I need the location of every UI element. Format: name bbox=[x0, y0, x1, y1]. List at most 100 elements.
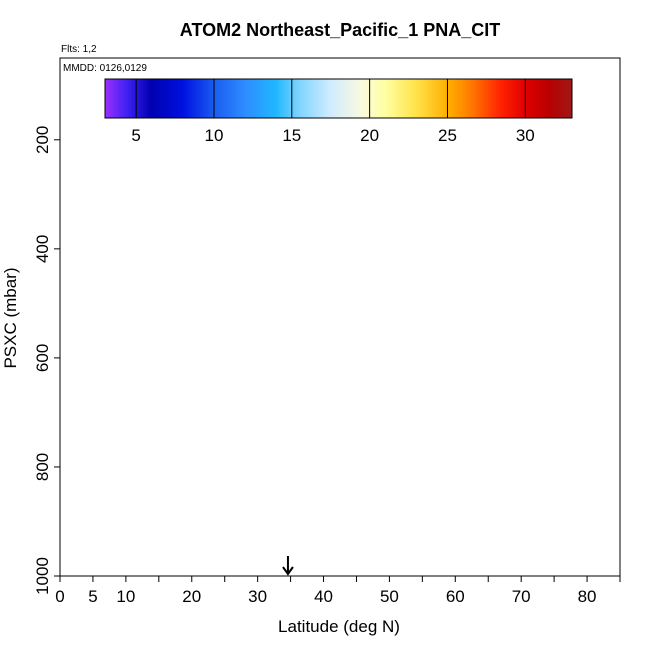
colorbar-cell bbox=[330, 79, 334, 118]
colorbar-cell bbox=[453, 79, 456, 118]
plot-frame bbox=[59, 57, 621, 577]
colorbar-cell bbox=[250, 79, 254, 118]
colorbar-cell bbox=[400, 79, 404, 118]
colorbar-cell bbox=[402, 79, 406, 118]
colorbar-cell bbox=[536, 79, 540, 118]
colorbar-cell bbox=[134, 79, 137, 118]
colorbar-cell bbox=[270, 79, 273, 118]
colorbar-cell bbox=[348, 79, 351, 118]
colorbar-cell bbox=[114, 79, 118, 118]
colorbar-cell bbox=[443, 79, 446, 118]
colorbar-tick-label: 25 bbox=[438, 126, 457, 145]
observation-point bbox=[174, 171, 183, 180]
x-tick-label: 20 bbox=[182, 587, 201, 606]
colorbar-cell bbox=[354, 79, 357, 118]
colorbar-cell bbox=[356, 79, 359, 118]
colorbar-cell bbox=[352, 79, 355, 118]
colorbar-cell bbox=[361, 79, 365, 118]
colorbar-cell bbox=[439, 79, 443, 118]
observation-point bbox=[128, 141, 137, 150]
colorbar-cell bbox=[297, 79, 300, 118]
colorbar-cell bbox=[490, 79, 493, 118]
colorbar-cell bbox=[239, 79, 242, 118]
colorbar-cell bbox=[367, 79, 371, 118]
colorbar-cell bbox=[161, 79, 164, 118]
colorbar-cell bbox=[266, 79, 269, 118]
y-axis-label: PSXC (mbar) bbox=[1, 267, 20, 368]
colorbar-cell bbox=[319, 79, 322, 118]
colorbar-cell bbox=[570, 79, 573, 118]
colorbar-cell bbox=[410, 79, 413, 118]
colorbar-cell bbox=[463, 79, 466, 118]
colorbar-cell bbox=[280, 79, 283, 118]
colorbar-cell bbox=[317, 79, 320, 118]
colorbar-cell bbox=[437, 79, 441, 118]
colorbar-cell bbox=[110, 79, 114, 118]
colorbar-cell bbox=[420, 79, 423, 118]
colorbar-tick-label: 5 bbox=[131, 126, 140, 145]
colorbar-cell bbox=[171, 79, 174, 118]
colorbar-cell bbox=[503, 79, 507, 118]
colorbar-tick-label: 20 bbox=[360, 126, 379, 145]
colorbar-cell bbox=[342, 79, 345, 118]
observation-point bbox=[202, 352, 212, 361]
colorbar-cell bbox=[377, 79, 380, 118]
colorbar-cell bbox=[264, 79, 267, 118]
colorbar-cell bbox=[431, 79, 435, 118]
colorbar-cell bbox=[416, 79, 419, 118]
observation-point bbox=[143, 285, 152, 294]
y-tick-label: 400 bbox=[33, 235, 52, 263]
colorbar-cell bbox=[363, 79, 367, 118]
observation-point bbox=[222, 169, 231, 178]
x-tick-label: 10 bbox=[116, 587, 135, 606]
colorbar-cell bbox=[268, 79, 271, 118]
colorbar-cell bbox=[126, 79, 129, 118]
colorbar-cell bbox=[200, 79, 203, 118]
colorbar-cell bbox=[387, 79, 390, 118]
colorbar-cell bbox=[301, 79, 304, 118]
colorbar-cell bbox=[414, 79, 417, 118]
colorbar-cell bbox=[145, 79, 149, 118]
colorbar-cell bbox=[346, 79, 349, 118]
colorbar-cell bbox=[198, 79, 201, 118]
colorbar-cell bbox=[184, 79, 188, 118]
colorbar-cell bbox=[182, 79, 186, 118]
colorbar-cell bbox=[180, 79, 184, 118]
colorbar-cell bbox=[494, 79, 497, 118]
colorbar-cell bbox=[498, 79, 501, 118]
colorbar-cell bbox=[206, 79, 209, 118]
colorbar-cell bbox=[412, 79, 415, 118]
colorbar-cell bbox=[422, 79, 425, 118]
colorbar-cell bbox=[424, 79, 427, 118]
colorbar-cell bbox=[324, 79, 328, 118]
observation-point bbox=[253, 130, 262, 139]
colorbar-cell bbox=[535, 79, 538, 118]
colorbar-cell bbox=[227, 79, 230, 118]
colorbar-cell bbox=[332, 79, 336, 118]
colorbar-cell bbox=[202, 79, 205, 118]
colorbar-cell bbox=[112, 79, 116, 118]
colorbar-cell bbox=[433, 79, 437, 118]
colorbar-cell bbox=[513, 79, 516, 118]
colorbar-cell bbox=[548, 79, 551, 118]
colorbar-cell bbox=[293, 79, 297, 118]
observation-point bbox=[187, 288, 196, 297]
y-tick-label: 800 bbox=[33, 453, 52, 481]
observation-point bbox=[154, 157, 163, 166]
colorbar-cell bbox=[285, 79, 289, 118]
colorbar-cell bbox=[338, 79, 341, 118]
x-tick-label: 40 bbox=[314, 587, 333, 606]
colorbar-cell bbox=[546, 79, 550, 118]
colorbar-cell bbox=[165, 79, 168, 118]
colorbar-cell bbox=[394, 79, 398, 118]
colorbar-cell bbox=[118, 79, 121, 118]
colorbar-cell bbox=[357, 79, 361, 118]
observation-point bbox=[174, 135, 183, 144]
colorbar-cell bbox=[289, 79, 293, 118]
colorbar-cell bbox=[231, 79, 234, 118]
colorbar-cell bbox=[507, 79, 511, 118]
colorbar-cell bbox=[558, 79, 561, 118]
colorbar-cell bbox=[219, 79, 223, 118]
colorbar-cell bbox=[229, 79, 232, 118]
colorbar-cell bbox=[406, 79, 409, 118]
